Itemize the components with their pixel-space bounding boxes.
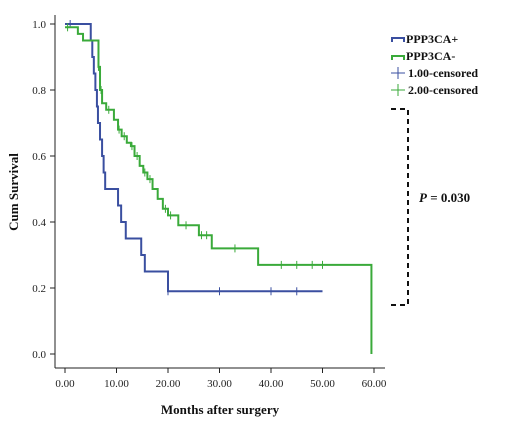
y-axis-title: Cum Survival [6, 153, 21, 231]
legend-censored-1-label: 1.00-censored [408, 66, 478, 80]
x-tick-label: 40.00 [259, 378, 284, 390]
p-value-symbol: P [419, 190, 428, 205]
x-ticks: 0.00 10.00 20.00 30.00 40.00 50.00 60.00 [55, 368, 387, 390]
y-ticks: 0.0 0.2 0.4 0.6 0.8 1.0 [32, 19, 55, 361]
y-tick-label: 0.6 [32, 151, 46, 163]
legend: PPP3CA+ PPP3CA- 1.00-censored 2.00-censo… [391, 32, 478, 97]
x-tick-label: 0.00 [55, 378, 75, 390]
x-tick-label: 60.00 [362, 378, 387, 390]
survival-curve [65, 26, 373, 354]
significance-bracket [391, 108, 409, 306]
legend-censored-1-swatch [391, 67, 405, 79]
x-tick-label: 20.00 [156, 378, 181, 390]
y-tick-label: 0.2 [32, 283, 46, 295]
legend-ppp3ca-pos-label: PPP3CA+ [406, 32, 458, 46]
series-layer [65, 20, 373, 354]
p-value-text: = 0.030 [427, 190, 470, 205]
y-tick-label: 0.8 [32, 85, 46, 97]
y-tick-label: 0.0 [32, 349, 46, 361]
p-value-annotation: P = 0.030 [419, 190, 470, 205]
x-axis-title: Months after surgery [161, 402, 280, 417]
y-tick-label: 0.4 [32, 217, 46, 229]
y-tick-label: 1.0 [32, 19, 46, 31]
legend-ppp3ca-pos-swatch [391, 37, 405, 42]
legend-ppp3ca-neg-swatch [391, 55, 405, 60]
series-ppp3ca-neg [65, 23, 373, 354]
legend-censored-2-swatch [391, 84, 405, 96]
x-tick-label: 10.00 [104, 378, 129, 390]
legend-ppp3ca-neg-label: PPP3CA- [406, 49, 455, 63]
x-tick-label: 30.00 [207, 378, 232, 390]
series-ppp3ca-pos [65, 20, 323, 296]
survival-curve [65, 23, 323, 293]
x-tick-label: 50.00 [310, 378, 335, 390]
legend-censored-2-label: 2.00-censored [408, 83, 478, 97]
